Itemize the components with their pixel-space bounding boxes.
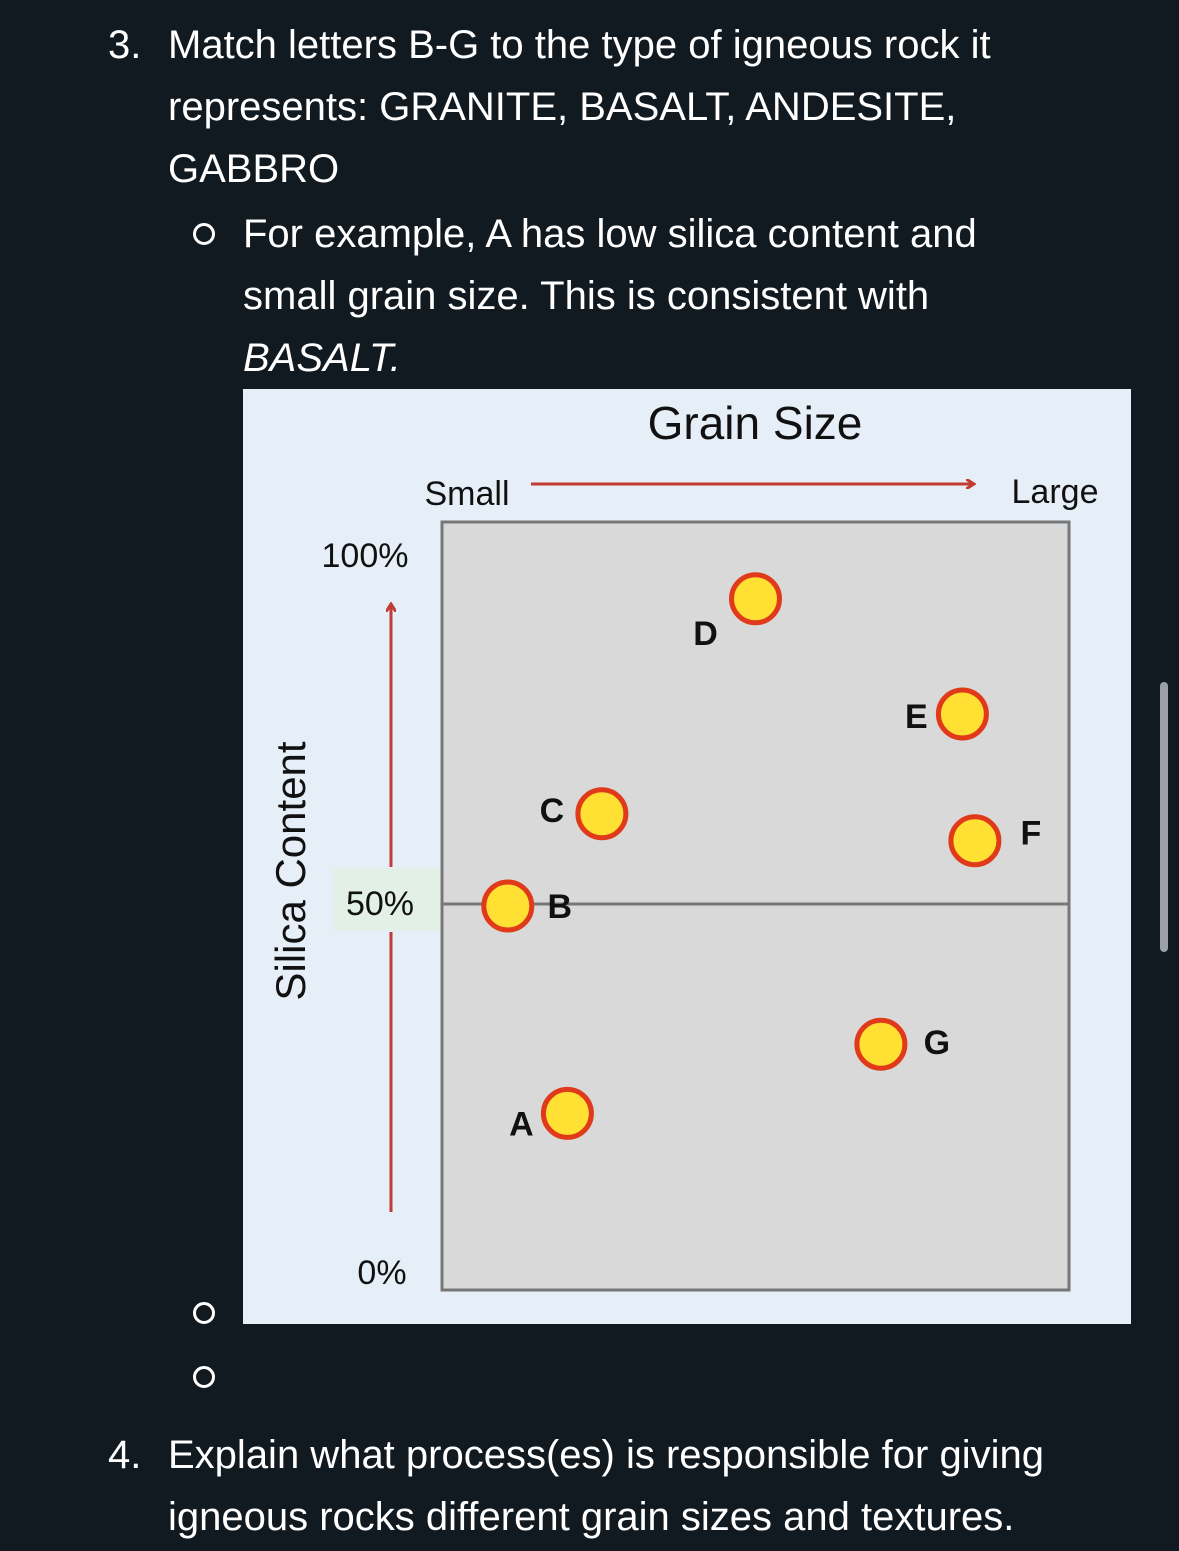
- question-4-line: Explain what process(es) is responsible …: [168, 1433, 1044, 1477]
- point-label-f: F: [1021, 815, 1042, 853]
- question-3-line: GABBRO: [168, 147, 340, 191]
- point-label-e: E: [905, 698, 928, 736]
- point-label-b: B: [548, 888, 573, 926]
- tick-50-highlight: [333, 868, 440, 930]
- data-point-a: [540, 1086, 594, 1140]
- point-label-c: C: [540, 792, 565, 830]
- example-line: For example, A has low silica content an…: [243, 212, 977, 256]
- data-point-g: [854, 1017, 908, 1071]
- plot-area: [440, 520, 1071, 1292]
- x-axis-large-label: Large: [1012, 473, 1099, 511]
- data-point-d: [729, 572, 782, 626]
- question-3-number: 3.: [108, 23, 142, 67]
- y-axis-label: Silica Content: [267, 741, 314, 1000]
- silica-grain-chart: Grain Size Small Large 100% 50% 0% Silic…: [243, 389, 1131, 1324]
- x-axis-small-label: Small: [424, 475, 509, 513]
- data-point-c: [575, 787, 629, 841]
- question-3-line: Match letters B-G to the type of igneous…: [168, 23, 991, 67]
- chart-svg: Grain Size Small Large 100% 50% 0% Silic…: [267, 397, 1099, 1292]
- example-line: small grain size. This is consistent wit…: [243, 274, 930, 318]
- question-4-text: Explain what process(es) is responsible …: [168, 1424, 1118, 1548]
- bullet-icon: [193, 223, 215, 245]
- data-point-f: [948, 814, 1002, 868]
- point-label-d: D: [693, 615, 718, 653]
- question-3-line: represents: GRANITE, BASALT, ANDESITE,: [168, 85, 957, 129]
- data-point-b: [481, 879, 535, 933]
- point-label-a: A: [509, 1105, 534, 1143]
- question-4-number: 4.: [108, 1433, 142, 1477]
- point-label-g: G: [924, 1024, 950, 1062]
- y-tick-100: 100%: [322, 537, 409, 575]
- y-tick-50: 50%: [346, 885, 414, 923]
- scrollbar[interactable]: [1160, 682, 1168, 952]
- bullet-icon: [193, 1366, 215, 1388]
- y-tick-0: 0%: [357, 1254, 406, 1292]
- bullet-icon: [193, 1302, 215, 1324]
- example-text: For example, A has low silica content an…: [243, 203, 1063, 389]
- data-point-e: [935, 687, 989, 741]
- chart-title: Grain Size: [648, 397, 863, 449]
- example-answer: BASALT.: [243, 336, 401, 380]
- question-4-line: igneous rocks different grain sizes and …: [168, 1495, 1015, 1539]
- question-3-text: Match letters B-G to the type of igneous…: [168, 14, 1118, 200]
- points-layer: A B C D E F G: [481, 572, 1042, 1143]
